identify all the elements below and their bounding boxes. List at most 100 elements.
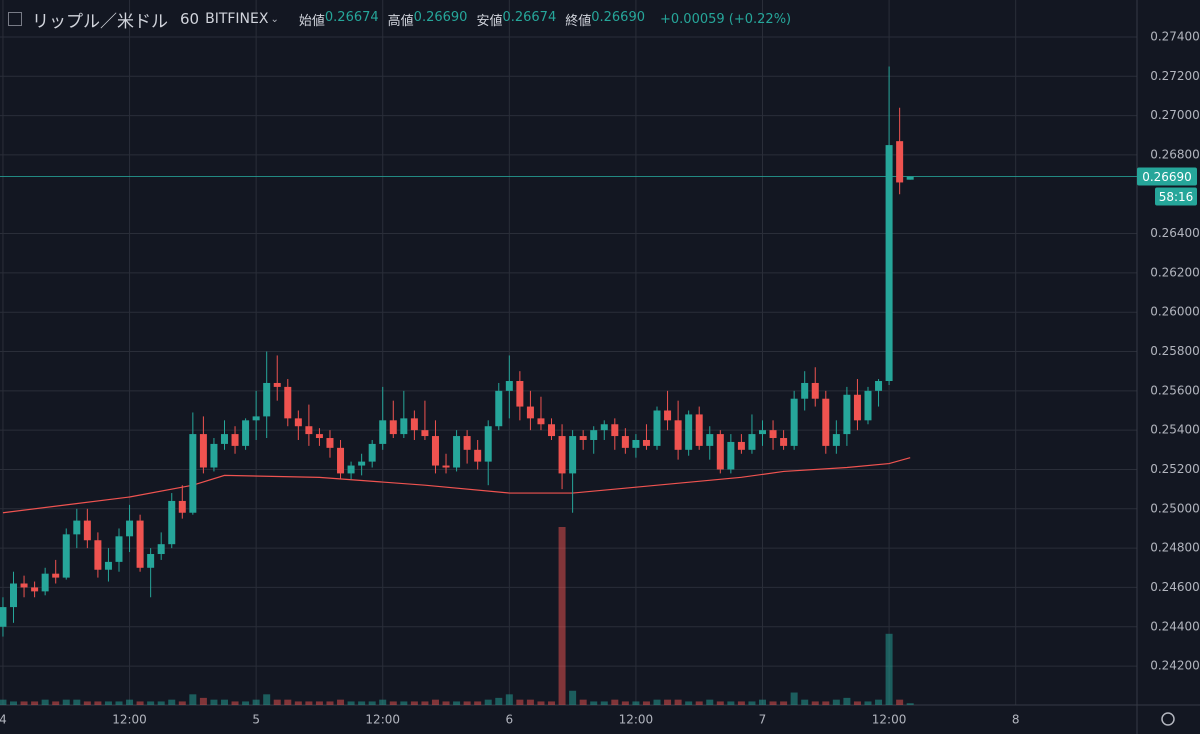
candle-body <box>220 434 228 444</box>
candle-body <box>337 447 345 474</box>
volume-bar <box>843 697 851 705</box>
candle-body <box>83 520 91 541</box>
volume-bar <box>273 699 281 705</box>
ohlc-label: 安値 <box>476 13 503 29</box>
volume-bar <box>73 699 81 705</box>
y-tick-label: 0.24200 <box>1150 659 1200 673</box>
volume-bar <box>136 701 144 705</box>
volume-bar <box>896 699 904 705</box>
interval[interactable]: 60 <box>180 10 200 28</box>
candle-body <box>31 587 39 592</box>
candle-body <box>906 176 914 180</box>
candle-body <box>737 441 745 450</box>
candle-body <box>653 410 661 446</box>
volume-bar <box>864 701 872 705</box>
candle-body <box>115 536 123 562</box>
y-tick-label: 0.24400 <box>1150 619 1200 633</box>
volume-bar <box>83 701 91 705</box>
y-tick-label: 0.27400 <box>1150 29 1200 43</box>
candle-body <box>52 573 60 578</box>
volume-bar <box>579 699 587 705</box>
candle-body <box>326 438 334 448</box>
volume-bar <box>875 699 883 705</box>
volume-bar <box>41 699 49 705</box>
volume-bar <box>516 699 524 705</box>
x-tick-label: 6 <box>505 713 513 727</box>
volume-bar <box>748 701 756 705</box>
x-tick-label: 12:00 <box>365 713 400 727</box>
candle-body <box>885 145 893 382</box>
candle-body <box>674 420 682 450</box>
candle-body <box>875 381 883 391</box>
candle-body <box>579 436 587 440</box>
volume-bar <box>168 699 176 705</box>
candle-body <box>811 382 819 399</box>
volume-bar <box>315 701 323 705</box>
volume-bar <box>832 699 840 705</box>
chevron[interactable]: ⌄ <box>270 13 279 25</box>
volume-bar <box>210 699 218 705</box>
x-tick-label: 7 <box>759 713 767 727</box>
candle-body <box>231 434 239 446</box>
candle-body <box>147 554 155 568</box>
volume-bar <box>495 697 503 705</box>
candle-body <box>558 436 566 474</box>
candle-body <box>822 398 830 446</box>
volume-bar <box>590 701 598 705</box>
candle-body <box>368 443 376 462</box>
candle-body <box>832 434 840 446</box>
header: リップル／米ドル 60 BITFINEX ⌄ 始値 0.26674 高値 0.2669… <box>0 8 800 32</box>
candle-body <box>199 434 207 468</box>
y-tick-label: 0.27200 <box>1150 69 1200 83</box>
expand-icon[interactable] <box>8 12 22 26</box>
volume-bar <box>664 699 672 705</box>
volume-bar <box>157 701 165 705</box>
volume-bar <box>611 699 619 705</box>
candle-body <box>516 381 524 407</box>
y-tick-label: 0.26000 <box>1150 305 1200 319</box>
x-tick-label: 12:00 <box>872 713 907 727</box>
candle-body <box>157 544 165 555</box>
candle-body <box>210 443 218 468</box>
volume-bar <box>822 701 830 705</box>
candle-body <box>505 381 513 391</box>
y-tick-label: 0.25600 <box>1150 383 1200 397</box>
exchange[interactable]: BITFINEX <box>205 11 269 27</box>
volume-bar <box>431 699 439 705</box>
ohlc-legend: 始値 0.26674 高値 0.26690 安値 0.26674 終値 0.26690 <box>299 10 654 29</box>
moving-average <box>2 457 911 514</box>
candle-body <box>252 416 260 421</box>
candle-body <box>664 410 672 421</box>
volume-bar <box>104 701 112 705</box>
candle-body <box>706 434 714 446</box>
candle-body <box>748 434 756 450</box>
candle-body <box>431 436 439 466</box>
candle-body <box>685 414 693 450</box>
volume-bar <box>653 699 661 705</box>
ohlc-value: 0.26690 <box>591 9 645 25</box>
candle-body <box>73 520 81 535</box>
volume-bar <box>769 701 777 705</box>
volume-bar <box>347 701 355 705</box>
candle-body <box>727 441 735 470</box>
volume-bar <box>442 701 450 705</box>
volume-bar <box>853 701 861 705</box>
candle-body <box>801 382 809 399</box>
volume-bar <box>737 701 745 705</box>
ohlc-value: 0.26690 <box>413 9 468 25</box>
candle-body <box>263 382 271 417</box>
volume-bar <box>421 701 429 705</box>
candle-body <box>94 540 102 570</box>
settings-icon[interactable] <box>1161 712 1175 726</box>
volume-bar <box>548 701 556 705</box>
candle-body <box>294 418 302 427</box>
volume-bar <box>199 697 207 705</box>
volume-bar <box>463 701 471 705</box>
symbol-title[interactable]: リップル／米ドル <box>32 11 168 32</box>
candle-body <box>136 520 144 568</box>
last-price-label: 0.26690 <box>1142 170 1192 184</box>
volume-bar <box>759 699 767 705</box>
candle-body <box>853 394 861 421</box>
candle-body <box>305 426 313 435</box>
candle-body <box>611 424 619 437</box>
